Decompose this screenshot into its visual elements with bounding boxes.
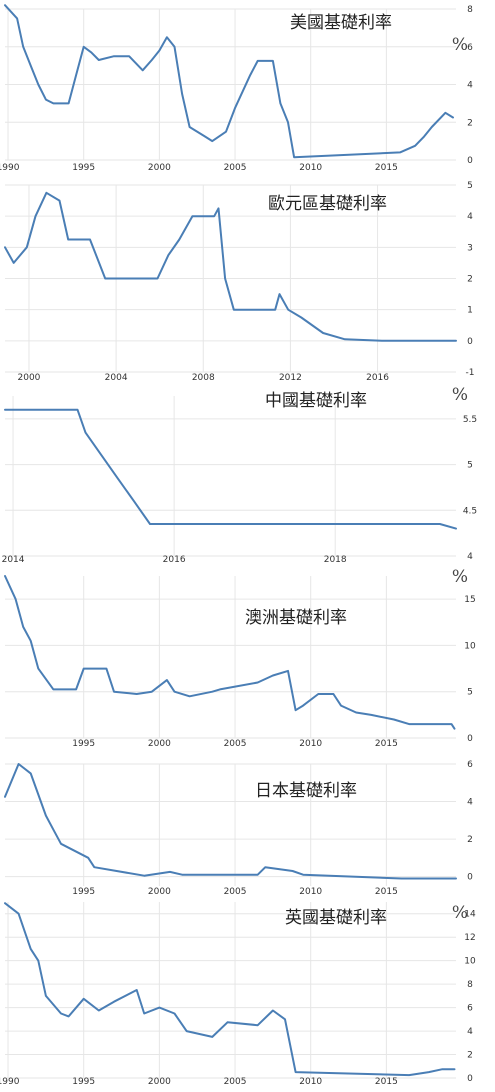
y-tick-label: 0: [467, 734, 473, 744]
series-line: [4, 902, 456, 1077]
x-tick-label: 2010: [299, 739, 322, 749]
y-tick-label: 5: [467, 461, 473, 471]
x-tick-label: 2000: [148, 163, 171, 173]
x-tick-label: 2018: [324, 555, 347, 565]
x-tick-label: 1995: [72, 887, 95, 897]
y-tick-label: 4: [467, 552, 473, 562]
chart-panel-2: 2000 2004 2008 2012 2016 -1 0 1 2 3 4 5 歐元區基礎利率: [4, 181, 475, 383]
x-tick-label: 1995: [72, 1077, 95, 1087]
chart-panel-5: 1995 2000 2005 2010 2015 0 2 4 6 日本基礎利率: [4, 760, 473, 897]
chart-title: 中國基礎利率: [265, 391, 367, 411]
y-tick-label: 8: [467, 5, 473, 15]
chart-title: 英國基礎利率: [285, 908, 387, 928]
chart-panel-6: 1990 1995 2000 2005 2010 2015 0 2 4 6 8 10 12 14 英國基礎利…: [0, 902, 476, 1087]
x-tick-label: 2015: [375, 163, 398, 173]
chart-title: 日本基礎利率: [255, 781, 357, 801]
x-tick-label: 2004: [105, 373, 128, 383]
y-tick-label: 2: [467, 275, 473, 285]
x-tick-label: 2016: [163, 555, 186, 565]
chart-title: 美國基礎利率: [290, 13, 392, 33]
y-tick-label: 0: [467, 873, 473, 883]
y-tick-label: 1: [467, 306, 473, 316]
y-tick-label: 5.5: [463, 415, 477, 425]
x-tick-label: 2000: [18, 373, 41, 383]
y-tick-label: 2: [467, 1051, 473, 1061]
y-tick-label: 10: [464, 957, 476, 967]
y-tick-label: 4: [467, 212, 473, 222]
x-tick-label: 2016: [366, 373, 389, 383]
y-tick-label: 4: [467, 81, 473, 91]
y-tick-label: 2: [467, 835, 473, 845]
y-tick-label: 12: [464, 933, 475, 943]
unit-label: %: [452, 903, 468, 923]
unit-label: %: [452, 385, 468, 405]
y-tick-label: 2: [467, 118, 473, 128]
x-tick-label: 2015: [375, 739, 398, 749]
chart-panel-1: 1990 1995 2000 2005 2010 2015 0 2 4 6 8 美國基礎利率%: [0, 4, 473, 173]
x-tick-label: 2000: [148, 739, 171, 749]
y-tick-label: 6: [467, 760, 473, 770]
x-tick-label: 2000: [148, 1077, 171, 1087]
y-tick-label: 0: [467, 337, 473, 347]
x-tick-label: 1990: [0, 163, 20, 173]
chart-panel-3: 2014 2016 2018 4 4.5 5 5.5 中國基礎利率%: [2, 385, 478, 565]
series-line: [4, 575, 456, 730]
series-line: [4, 763, 457, 880]
y-tick-label: -1: [466, 368, 475, 378]
x-tick-label: 2014: [2, 555, 25, 565]
chart-panel-4: 1995 2000 2005 2010 2015 0 5 10 15 澳洲基礎利率%: [4, 567, 476, 749]
series-line: [4, 4, 454, 159]
y-tick-label: 4: [467, 798, 473, 808]
chart-title: 歐元區基礎利率: [268, 194, 387, 214]
x-tick-label: 2010: [299, 887, 322, 897]
y-tick-label: 0: [467, 1074, 473, 1084]
y-tick-label: 4: [467, 1027, 473, 1037]
y-tick-label: 15: [464, 595, 475, 605]
series-line: [4, 408, 457, 530]
unit-label: %: [452, 35, 468, 55]
x-tick-label: 2005: [224, 163, 247, 173]
y-tick-label: 5: [467, 181, 473, 191]
y-tick-label: 8: [467, 980, 473, 990]
y-tick-label: 10: [464, 641, 476, 651]
x-tick-label: 2000: [148, 887, 171, 897]
x-tick-label: 2005: [224, 887, 247, 897]
x-tick-label: 2012: [279, 373, 302, 383]
x-tick-label: 2015: [375, 1077, 398, 1087]
y-tick-label: 14: [464, 910, 476, 920]
y-tick-label: 5: [467, 688, 473, 698]
x-tick-label: 2010: [299, 163, 322, 173]
x-tick-label: 2005: [224, 1077, 247, 1087]
y-tick-label: 3: [467, 243, 473, 253]
y-tick-label: 4.5: [463, 506, 477, 516]
x-tick-label: 2010: [299, 1077, 322, 1087]
y-tick-label: 0: [467, 156, 473, 166]
x-tick-label: 1995: [72, 739, 95, 749]
unit-label: %: [452, 567, 468, 587]
x-tick-label: 2015: [375, 887, 398, 897]
y-tick-label: 6: [467, 43, 473, 53]
x-tick-label: 1995: [72, 163, 95, 173]
x-tick-label: 2008: [192, 373, 215, 383]
chart-title: 澳洲基礎利率: [245, 608, 347, 628]
y-tick-label: 6: [467, 1004, 473, 1014]
series-line: [4, 191, 457, 342]
x-tick-label: 2005: [224, 739, 247, 749]
x-tick-label: 1990: [0, 1077, 20, 1087]
